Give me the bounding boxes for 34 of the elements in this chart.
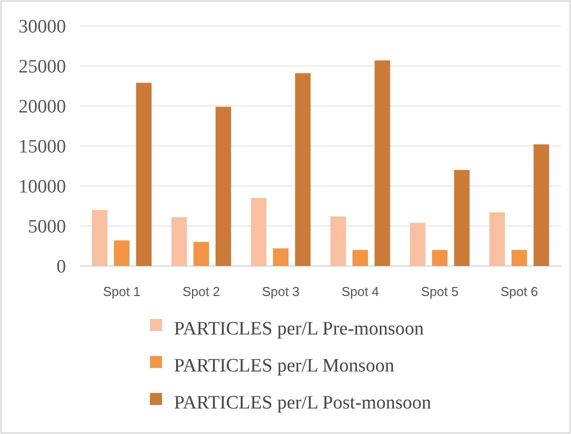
bar xyxy=(454,170,470,266)
y-tick-label: 30000 xyxy=(18,16,66,38)
bar xyxy=(410,222,426,266)
bar xyxy=(114,240,130,266)
bar xyxy=(374,60,390,266)
bar xyxy=(432,250,448,266)
bar xyxy=(534,144,550,266)
legend-label: PARTICLES per/L Post-monsoon xyxy=(174,392,432,414)
y-tick-label: 0 xyxy=(56,256,66,278)
bar xyxy=(295,73,311,266)
x-tick-label: Spot 2 xyxy=(182,284,220,299)
bar xyxy=(136,82,152,266)
legend-label: PARTICLES per/L Monsoon xyxy=(174,356,395,377)
bar xyxy=(352,250,368,266)
x-tick-label: Spot 1 xyxy=(102,284,141,299)
y-tick-label: 5000 xyxy=(28,216,66,238)
bar xyxy=(171,217,187,266)
y-tick-label: 25000 xyxy=(18,56,66,78)
bar xyxy=(512,250,527,266)
bar xyxy=(216,106,232,266)
y-tick-label: 20000 xyxy=(18,96,66,118)
x-tick-label: Spot 3 xyxy=(262,284,300,299)
bar xyxy=(194,242,209,266)
bar xyxy=(250,198,266,266)
bar xyxy=(273,248,288,266)
y-tick-label: 15000 xyxy=(18,136,66,158)
x-tick-label: Spot 4 xyxy=(341,284,380,299)
bar xyxy=(92,210,108,266)
legend-label: PARTICLES per/L Pre-monsoon xyxy=(174,318,424,340)
bar xyxy=(489,212,505,266)
x-tick-label: Spot 5 xyxy=(420,284,459,299)
x-tick-label: Spot 6 xyxy=(500,284,538,299)
bar xyxy=(330,216,346,266)
y-tick-label: 10000 xyxy=(18,176,66,198)
